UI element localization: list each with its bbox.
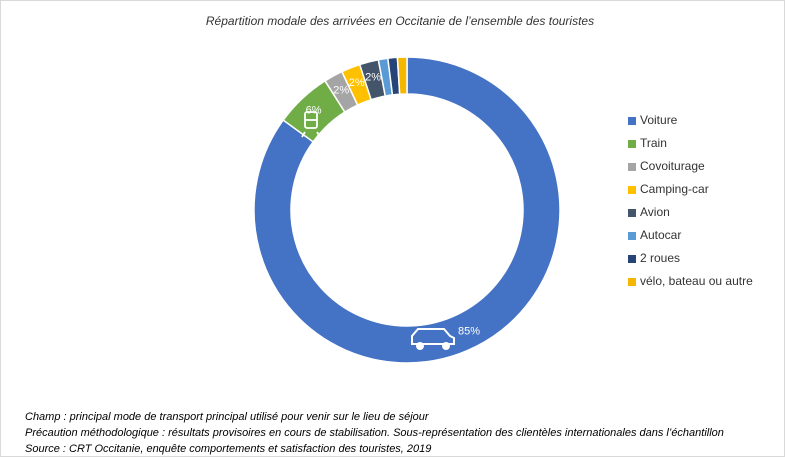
note: Source : CRT Occitanie, enquête comporte… [25, 443, 431, 455]
legend-label: 2 roues [640, 251, 680, 265]
legend-swatch [628, 163, 636, 171]
value-label: 2% [349, 77, 365, 89]
legend-swatch [628, 140, 636, 148]
legend-label: Avion [640, 205, 670, 219]
legend-swatch [628, 209, 636, 217]
slice [253, 56, 561, 364]
legend-label: Camping-car [640, 182, 709, 196]
legend-label: Covoiturage [640, 159, 705, 173]
value-label: 2% [333, 84, 349, 96]
note: Précaution méthodologique : résultats pr… [25, 427, 724, 439]
value-label: 6% [306, 104, 322, 116]
car-icon [411, 328, 455, 350]
value-label: 2% [365, 72, 381, 84]
legend-label: vélo, bateau ou autre [640, 274, 753, 288]
legend-label: Voiture [640, 113, 678, 127]
legend-swatch [628, 255, 636, 263]
slice [396, 56, 408, 96]
legend-label: Autocar [640, 228, 681, 242]
legend-swatch [628, 117, 636, 125]
chart-title: Répartition modale des arrivées en Occit… [206, 14, 594, 28]
legend-swatch [628, 186, 636, 194]
legend-swatch [628, 278, 636, 286]
legend-label: Train [640, 136, 667, 150]
value-label: 85% [458, 326, 480, 338]
train-icon [301, 111, 321, 138]
legend-swatch [628, 232, 636, 240]
note: Champ : principal mode de transport prin… [25, 411, 430, 423]
